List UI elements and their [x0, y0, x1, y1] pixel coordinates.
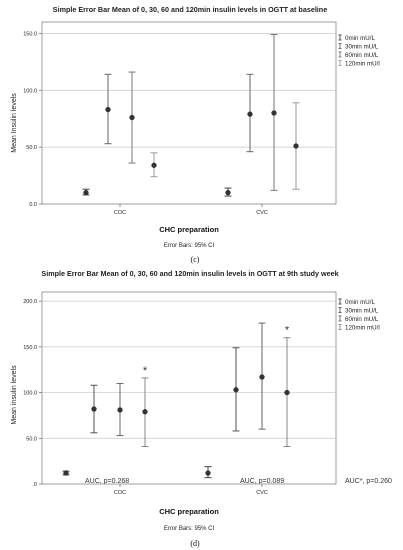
error-bar [82, 188, 90, 196]
chart-title: Simple Error Bar Mean of 0, 30, 60 and 1… [53, 5, 327, 14]
error-bar [116, 382, 124, 437]
error-bar [283, 337, 291, 448]
mean-point [247, 111, 253, 117]
plot-frame [41, 291, 337, 485]
legend-entry: 60min mU/L [338, 51, 379, 59]
legend-label: 30min mU/L [345, 308, 379, 315]
mean-point [293, 143, 299, 149]
error-bar [150, 152, 158, 178]
y-tick-label: 100.0 [23, 88, 37, 94]
error-bar-footnote: Error Bars: 95% CI [164, 243, 215, 249]
error-bar [141, 377, 149, 448]
legend-label: 60min mU/L [345, 316, 379, 323]
legend-label: 120min mU/l [345, 325, 380, 332]
auc-annotation-coc: AUC, p=0.268 [85, 478, 129, 485]
mean-point [205, 470, 211, 476]
y-tick-label: 150.0 [23, 31, 37, 37]
plot-frame [41, 21, 337, 205]
y-axis-title: Mean Insulin levels [11, 93, 18, 153]
mean-point [151, 162, 157, 168]
mean-point [225, 189, 231, 196]
error-bar [90, 384, 98, 434]
mean-point [63, 470, 69, 476]
panel-label: (d) [190, 539, 200, 548]
mean-point [259, 374, 265, 380]
y-tick-label: 50.0 [26, 145, 37, 151]
chart-panel-baseline: Simple Error Bar Mean of 0, 30, 60 and 1… [11, 5, 380, 264]
legend-entry: 30min mU/L [338, 307, 379, 315]
x-axis-title: CHC preparation [159, 225, 219, 234]
y-tick-label: .0 [32, 482, 37, 488]
mean-point [105, 106, 111, 113]
significance-marker: * [143, 365, 148, 377]
legend-label: 0min mU/L [345, 299, 375, 306]
x-tick-label: CVC [256, 490, 268, 496]
x-axis-title: CHC preparation [159, 507, 219, 516]
legend-entry: 120min mU/l [338, 60, 380, 68]
legend-entry: 0min mU/L [338, 34, 375, 42]
legend-label: 60min mU/L [345, 52, 379, 59]
legend-label: 30min mU/L [345, 44, 379, 51]
y-tick-label: 0.0 [29, 202, 37, 208]
mean-point [271, 110, 277, 116]
mean-point [142, 409, 148, 415]
mean-point [233, 387, 239, 393]
error-bar [104, 73, 112, 145]
significance-marker: * [285, 325, 290, 337]
error-bar [270, 34, 278, 191]
y-tick-label: 50.0 [26, 436, 37, 442]
legend-entry: 0min mU/L [338, 298, 375, 306]
legend-label: 0min mU/L [345, 35, 375, 42]
error-bar [62, 470, 70, 476]
error-bar [246, 73, 254, 153]
mean-point [129, 114, 135, 121]
x-tick-label: CVC [256, 210, 268, 216]
legend-entry: 60min mU/L [338, 315, 379, 323]
chart-title: Simple Error Bar Mean of 0, 30, 60 and 1… [41, 269, 338, 278]
auc-annotation-cvc: AUC, p=0.089 [240, 478, 284, 485]
mean-point [91, 406, 97, 412]
mean-point [284, 389, 290, 396]
mean-point [83, 189, 89, 196]
y-tick-label: 100.0 [23, 391, 37, 397]
chart-panel-week9: Simple Error Bar Mean of 0, 30, 60 and 1… [11, 269, 392, 548]
mean-point [117, 407, 123, 413]
y-tick-label: 200.0 [23, 299, 37, 305]
legend-label: 120min mU/l [345, 61, 380, 68]
legend-entry: 120min mU/l [338, 324, 380, 332]
x-tick-label: COC [114, 210, 126, 216]
y-tick-label: 150.0 [23, 345, 37, 351]
error-bar [128, 71, 136, 164]
error-bar-footnote: Error Bars: 95% CI [164, 526, 215, 532]
error-bar [258, 322, 266, 430]
x-tick-label: COC [114, 490, 126, 496]
error-bar [204, 466, 212, 479]
error-bar [232, 347, 240, 432]
legend-entry: 30min mU/L [338, 43, 379, 51]
error-bar [224, 187, 232, 197]
y-axis-title: Mean insulin levels [11, 365, 18, 425]
error-bar [292, 102, 300, 190]
auc-annotation-overall: AUC*, p=0.260 [345, 478, 392, 485]
panel-label: (c) [191, 255, 200, 264]
